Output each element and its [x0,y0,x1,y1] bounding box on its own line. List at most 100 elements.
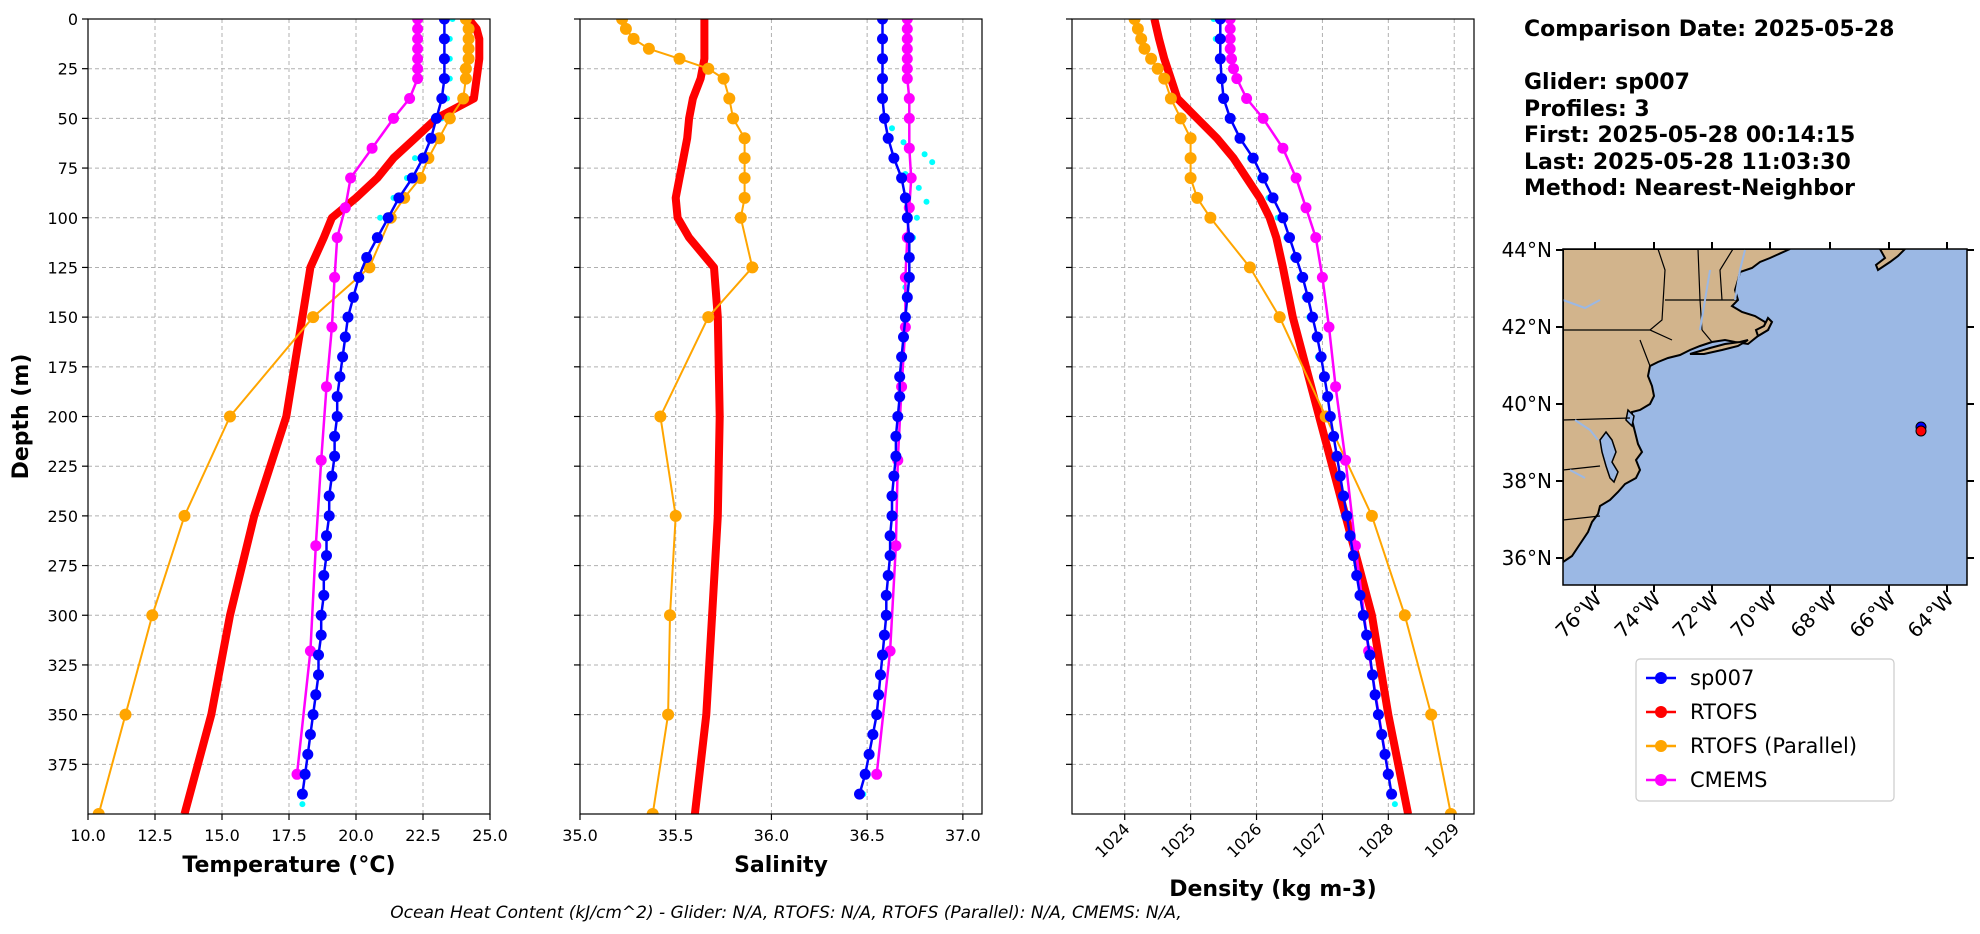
data-point-cmems [1257,112,1269,124]
info-last: Last: 2025-05-28 11:03:30 [1524,150,1851,175]
data-point-cmems [412,43,424,55]
x-tick-label: 10.0 [70,826,106,845]
data-point-sp007 [334,371,346,383]
data-point-sp007 [859,768,871,780]
data-point-cmems [903,112,915,124]
data-point-sp007 [1361,629,1373,641]
data-point-sp007 [1290,252,1302,263]
data-point-cmems [310,540,322,552]
data-point-sp007 [873,689,885,701]
glider-marker [1915,421,1927,437]
info-profiles: Profiles: 3 [1524,97,1650,122]
legend-item-cmems: CMEMS [1646,768,1768,792]
data-point-cmems [1340,454,1351,466]
data-point-cmems [404,93,416,104]
data-point-rtofs-parallel [642,42,655,55]
data-point-sp007 [884,530,896,542]
data-point-sp007 [901,291,913,303]
data-point-rtofs-parallel [92,808,105,814]
data-point-sp007-raw [889,125,895,132]
axes-frame-salinity [579,18,983,815]
data-point-sp007 [877,73,888,85]
data-point-cmems [905,172,917,184]
data-point-rtofs-parallel [433,132,446,145]
map-lon-label: 64°W [1903,586,1959,642]
data-point-sp007 [323,490,335,502]
data-point-sp007 [430,112,442,124]
data-point-sp007 [1216,73,1228,85]
data-point-sp007 [854,788,865,800]
data-point-cmems [1224,19,1236,25]
data-point-cmems [903,93,915,104]
data-point-sp007 [371,232,383,244]
data-point-cmems [1300,202,1312,214]
series-sp007 [854,19,915,800]
data-point-cmems [412,53,424,65]
map-lat-label: 38°N [1502,469,1552,493]
data-point-sp007 [903,252,915,263]
data-point-cmems [412,19,424,25]
x-tick-label: 15.0 [204,826,240,845]
data-point-rtofs-parallel [619,22,632,35]
data-point-cmems [412,63,424,75]
data-point-sp007 [886,490,898,502]
y-tick-label: 25 [58,60,78,79]
data-point-sp007 [315,609,327,621]
legend-swatch-marker [1655,706,1667,718]
data-point-sp007 [318,570,330,581]
map-lat-label: 36°N [1502,546,1552,570]
data-point-rtofs-parallel [178,509,191,522]
map-lon-label: 68°W [1786,586,1842,642]
legend-swatch-marker [1655,740,1667,752]
y-tick-label: 250 [47,507,78,526]
data-point-cmems [345,172,357,184]
series-salinity [616,19,936,814]
data-point-sp007 [1331,450,1343,462]
series-line-sp007 [858,19,911,795]
data-point-sp007 [884,550,896,562]
data-point-cmems [1290,172,1302,184]
data-point-sp007 [878,112,890,124]
data-point-sp007 [296,788,308,800]
x-tick-label: 1027 [1289,819,1331,861]
data-point-sp007 [321,530,332,542]
data-point-rtofs-parallel [669,509,682,522]
data-point-sp007 [299,768,311,780]
x-tick-label: 25.0 [472,826,508,845]
map-lon-label: 72°W [1668,586,1724,642]
data-point-cmems [1310,232,1322,244]
x-tick-label: 1026 [1223,819,1265,861]
x-tick-label: 1024 [1091,819,1133,861]
data-point-cmems [890,540,902,552]
data-point-cmems [1224,33,1236,45]
data-point-rtofs-parallel [462,22,475,35]
data-point-rtofs-parallel [1365,509,1378,522]
map-rivers [1563,249,1746,479]
data-point-sp007 [877,53,888,65]
x-axis-label-salinity: Salinity [734,853,828,878]
data-point-sp007 [436,93,448,104]
data-point-cmems [291,768,303,780]
data-point-sp007 [329,430,341,442]
data-point-rtofs-parallel [734,211,747,224]
y-tick-label: 300 [47,606,78,625]
y-tick-label: 350 [47,706,78,725]
legend-label: RTOFS [1690,700,1757,724]
map-cape-cod [1754,316,1774,338]
data-point-sp007 [313,649,324,661]
data-point-sp007 [888,152,900,164]
x-tick-label: 36.0 [754,826,790,845]
data-point-cmems [1224,43,1236,55]
data-point-sp007 [347,291,359,303]
data-point-sp007 [894,371,906,383]
data-point-cmems [901,19,913,25]
data-point-cmems [388,112,399,124]
data-point-sp007-raw [299,801,306,808]
data-point-sp007 [1311,331,1323,343]
data-point-sp007 [878,629,890,641]
data-point-sp007 [863,748,875,760]
data-point-rtofs-parallel [1138,42,1151,55]
grid-density [1072,18,1474,814]
data-point-sp007 [875,669,886,681]
data-point-sp007 [886,510,898,522]
